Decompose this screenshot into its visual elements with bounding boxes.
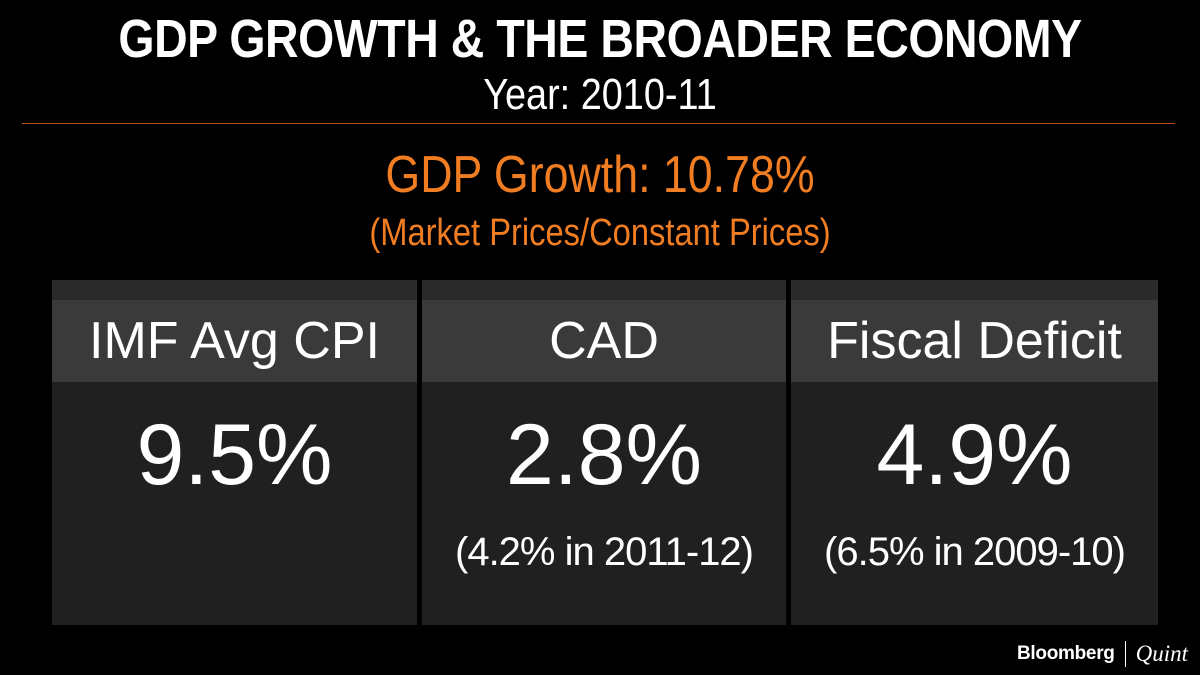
- card-header: Fiscal Deficit: [791, 300, 1158, 382]
- card-top-strip: [52, 280, 417, 300]
- metric-card-cad: CAD 2.8% (4.2% in 2011-12): [422, 280, 786, 625]
- card-label: IMF Avg CPI: [89, 312, 380, 370]
- page-subtitle: Year: 2010-11: [483, 70, 717, 119]
- card-top-strip: [791, 280, 1158, 300]
- card-value: 9.5%: [136, 407, 333, 503]
- gdp-growth-headline: GDP Growth: 10.78%: [385, 146, 815, 204]
- card-header: IMF Avg CPI: [52, 300, 417, 382]
- card-value: 4.9%: [876, 407, 1073, 503]
- metric-card-fiscal-deficit: Fiscal Deficit 4.9% (6.5% in 2009-10): [791, 280, 1158, 625]
- card-header: CAD: [422, 300, 786, 382]
- brand-separator: [1124, 641, 1126, 667]
- card-label: Fiscal Deficit: [827, 312, 1122, 370]
- gdp-growth-note: (Market Prices/Constant Prices): [369, 212, 831, 254]
- brand-logo: Bloomberg Quint: [1017, 640, 1188, 668]
- page-title: GDP GROWTH & THE BROADER ECONOMY: [118, 9, 1082, 69]
- brand-primary: Bloomberg: [1017, 643, 1115, 664]
- brand-secondary: Quint: [1135, 641, 1188, 666]
- card-note: (6.5% in 2009-10): [824, 530, 1126, 574]
- metric-card-imf-avg-cpi: IMF Avg CPI 9.5%: [52, 280, 417, 625]
- divider: [22, 123, 1175, 124]
- card-note: (4.2% in 2011-12): [455, 530, 754, 574]
- card-value: 2.8%: [505, 407, 703, 503]
- card-label: CAD: [549, 312, 659, 370]
- card-top-strip: [422, 280, 786, 300]
